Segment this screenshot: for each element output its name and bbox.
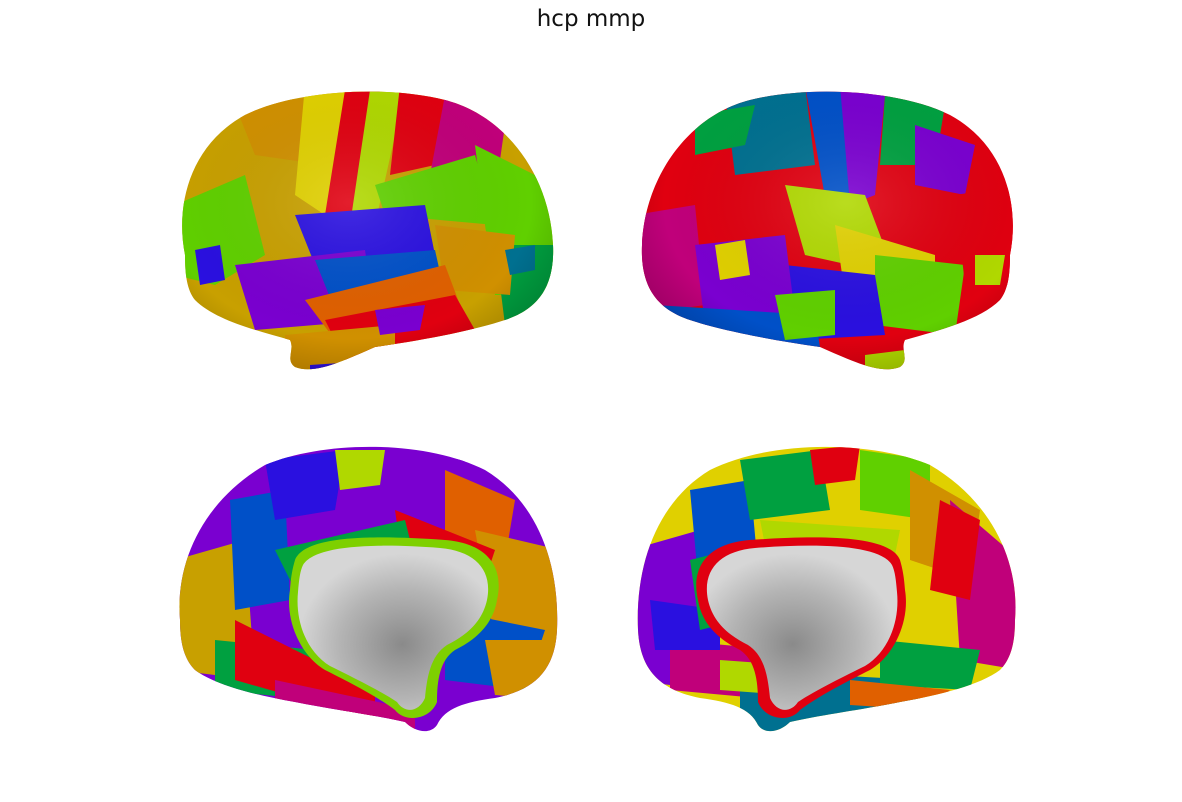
- left-lateral-brain: [182, 91, 554, 370]
- right-medial-view: [630, 440, 1020, 735]
- left-medial-view: [175, 440, 565, 735]
- figure-title: hcp mmp: [536, 6, 646, 32]
- right-medial-brain: [637, 446, 1016, 732]
- right-lateral-view: [635, 85, 1020, 380]
- right-lateral-brain: [641, 91, 1013, 370]
- left-lateral-view: [175, 85, 560, 380]
- left-medial-brain: [179, 446, 558, 732]
